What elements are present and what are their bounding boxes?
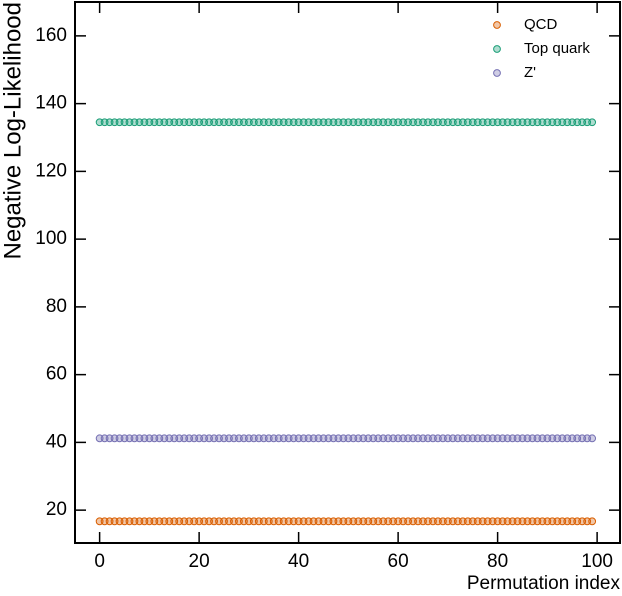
legend-marker — [493, 21, 501, 29]
x-axis-label: Permutation index — [467, 573, 621, 594]
y-tick-label: 140 — [35, 93, 67, 114]
y-tick-label: 160 — [35, 25, 67, 46]
legend-marker — [493, 45, 501, 53]
scatter-point — [588, 118, 597, 127]
plot-frame — [74, 1, 621, 544]
x-tick-label: 60 — [388, 551, 409, 572]
x-tick-label: 0 — [94, 551, 105, 572]
x-tick-label: 100 — [581, 551, 613, 572]
legend-label: Top quark — [524, 40, 590, 57]
y-tick-label: 20 — [46, 499, 67, 520]
legend-label: QCD — [524, 16, 558, 33]
y-tick-label: 40 — [46, 431, 67, 452]
x-tick-label: 40 — [288, 551, 309, 572]
y-axis-label: Negative Log-Likelihood — [0, 2, 26, 260]
x-tick-label: 20 — [189, 551, 210, 572]
legend-marker — [493, 69, 501, 77]
scatter-point — [588, 517, 597, 526]
scatter-point — [588, 434, 597, 443]
y-tick-label: 120 — [35, 160, 67, 181]
x-tick-label: 80 — [487, 551, 508, 572]
y-tick-label: 80 — [46, 296, 67, 317]
y-tick-label: 100 — [35, 228, 67, 249]
legend-label: Z' — [524, 64, 536, 81]
y-tick-label: 60 — [46, 364, 67, 385]
